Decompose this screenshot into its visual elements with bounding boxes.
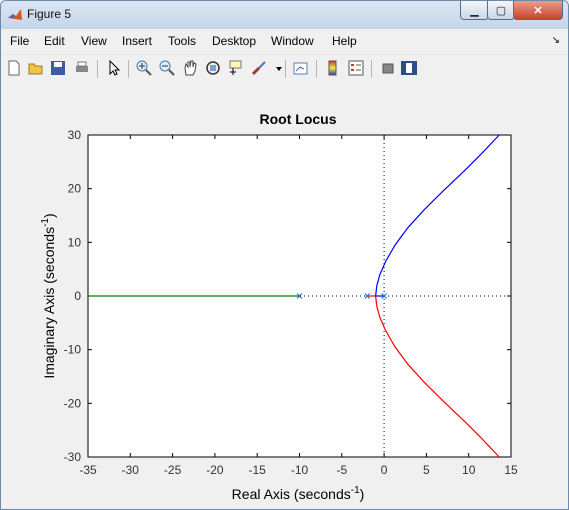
brush-dropdown-icon[interactable] <box>270 59 282 77</box>
y-axis-label-text: Imaginary Axis (seconds <box>41 227 57 379</box>
x-axis-label-exponent: -1 <box>351 485 360 496</box>
x-axis-label: Real Axis (seconds-1) <box>232 485 365 502</box>
toolbar-separator <box>97 60 98 78</box>
y-tick-label: 30 <box>68 128 82 142</box>
y-axis-label-exponent: -1 <box>40 218 51 227</box>
figure-canvas: -35 -30 -25 -20 -15 -10 -5 0 5 10 15 -30 -20 -10 0 10 20… <box>1 83 568 509</box>
pole-marker <box>296 293 303 299</box>
zoom-out-icon[interactable] <box>158 59 176 77</box>
data-cursor-icon[interactable] <box>227 59 245 77</box>
y-tick-label: 10 <box>68 235 82 249</box>
rotate-3d-icon[interactable] <box>204 59 222 77</box>
hide-plot-tools-icon[interactable] <box>379 59 397 77</box>
menu-tools[interactable]: Tools <box>168 34 197 48</box>
menu-insert[interactable]: Insert <box>122 34 153 48</box>
toolbar-separator <box>371 60 372 78</box>
pan-hand-icon[interactable] <box>181 59 199 77</box>
matlab-icon <box>7 7 23 23</box>
root-locus-plot: -35 -30 -25 -20 -15 -10 -5 0 5 10 15-30-20-1001020… <box>40 111 518 502</box>
locus-branch-1 <box>375 134 500 297</box>
x-axis-label-suffix: ) <box>360 486 365 502</box>
y-tick-label: 20 <box>68 182 82 196</box>
y-tick-label: -30 <box>64 450 82 464</box>
menu-file[interactable]: File <box>10 34 30 48</box>
y-tick-label: 0 <box>74 289 81 303</box>
zoom-in-icon[interactable] <box>135 59 153 77</box>
x-tick-label: 15 <box>504 463 518 477</box>
title-bar[interactable]: Figure 5 ▁ ▢ ✕ <box>1 1 568 29</box>
link-plot-icon[interactable] <box>292 59 310 77</box>
x-tick-label: -10 <box>291 463 309 477</box>
pole-cross-stroke <box>296 293 303 299</box>
y-tick-label: -10 <box>64 343 82 357</box>
chart-title: Root Locus <box>260 111 337 127</box>
close-icon: ✕ <box>533 4 543 17</box>
save-icon[interactable] <box>49 59 67 77</box>
close-button[interactable]: ✕ <box>513 1 563 20</box>
pole-cross-stroke <box>364 293 371 299</box>
menu-window[interactable]: Window <box>271 34 314 48</box>
x-tick-label: -30 <box>122 463 140 477</box>
menu-help[interactable]: Help <box>332 34 357 48</box>
pole-markers <box>296 293 387 299</box>
dock-arrow-icon[interactable]: ↘ <box>551 35 560 46</box>
figure-toolbar <box>1 54 568 84</box>
colorbar-icon[interactable] <box>324 59 342 77</box>
y-axis-label: Imaginary Axis (seconds-1) <box>40 213 57 378</box>
y-tick-label: -20 <box>64 396 82 410</box>
menu-view[interactable]: View <box>81 34 107 48</box>
x-tick-label: -25 <box>164 463 182 477</box>
pole-marker <box>364 293 371 299</box>
minimize-icon: ▁ <box>470 4 479 17</box>
brush-icon[interactable] <box>250 59 268 77</box>
menu-edit[interactable]: Edit <box>44 34 65 48</box>
axis-ticks: -35 -30 -25 -20 -15 -10 -5 0 5 10 15-30-20-1001020… <box>64 128 518 477</box>
maximize-icon: ▢ <box>495 4 507 17</box>
toolbar-separator <box>128 60 129 78</box>
x-tick-label: 5 <box>423 463 430 477</box>
window-title: Figure 5 <box>27 7 72 21</box>
pole-marker <box>381 293 387 299</box>
open-file-icon[interactable] <box>27 59 45 77</box>
minimize-button[interactable]: ▁ <box>460 1 489 20</box>
menu-desktop[interactable]: Desktop <box>212 34 257 48</box>
x-tick-label: 10 <box>462 463 476 477</box>
print-icon[interactable] <box>73 59 91 77</box>
legend-icon[interactable] <box>347 59 365 77</box>
x-tick-label: -15 <box>249 463 267 477</box>
pole-cross-stroke <box>381 293 387 299</box>
x-tick-label: -5 <box>336 463 347 477</box>
x-tick-label: -20 <box>206 463 224 477</box>
locus-series <box>88 134 500 458</box>
menu-bar: File Edit View Insert Tools Desktop Wind… <box>1 31 568 52</box>
y-axis-label-suffix: ) <box>41 213 57 218</box>
edit-plot-arrow-icon[interactable] <box>105 59 123 77</box>
show-plot-tools-icon[interactable] <box>400 59 418 77</box>
x-tick-label: -35 <box>79 463 97 477</box>
maximize-button[interactable]: ▢ <box>487 1 515 20</box>
toolbar-separator <box>285 60 286 78</box>
x-tick-label: 0 <box>381 463 388 477</box>
new-figure-icon[interactable] <box>5 59 23 77</box>
toolbar-separator <box>316 60 317 78</box>
locus-branch-2 <box>375 295 500 458</box>
x-axis-label-text: Real Axis (seconds <box>232 486 351 502</box>
